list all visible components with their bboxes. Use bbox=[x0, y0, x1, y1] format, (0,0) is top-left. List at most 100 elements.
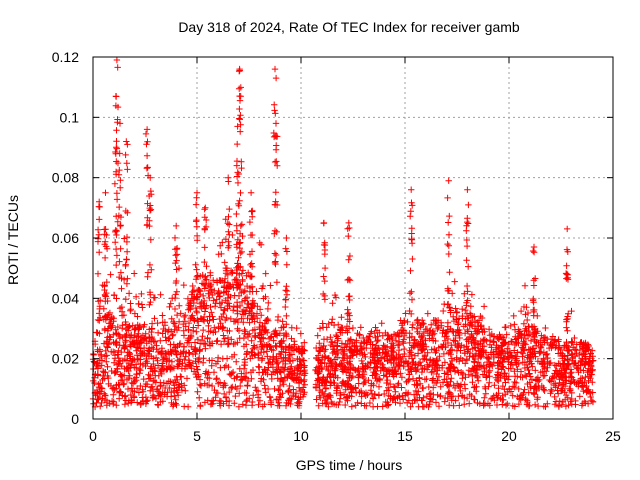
data-point bbox=[312, 366, 319, 374]
data-point bbox=[440, 350, 448, 358]
data-point bbox=[441, 370, 448, 377]
data-point bbox=[320, 220, 327, 227]
data-point bbox=[173, 326, 181, 334]
data-point bbox=[392, 388, 399, 395]
data-point bbox=[93, 389, 101, 397]
data-point bbox=[329, 343, 337, 350]
data-point bbox=[124, 365, 131, 372]
data-point bbox=[267, 343, 275, 351]
data-point bbox=[383, 401, 390, 409]
data-point bbox=[419, 385, 427, 392]
data-point bbox=[113, 127, 120, 134]
data-point bbox=[332, 331, 340, 339]
data-point bbox=[541, 372, 548, 379]
data-point bbox=[508, 338, 516, 346]
data-point bbox=[113, 138, 120, 145]
data-point bbox=[395, 380, 402, 387]
data-point bbox=[345, 256, 352, 263]
data-point bbox=[127, 361, 135, 368]
data-point bbox=[431, 379, 439, 387]
data-point bbox=[174, 389, 181, 396]
data-point bbox=[379, 345, 387, 352]
data-point bbox=[237, 189, 244, 197]
data-point bbox=[294, 367, 301, 374]
data-point bbox=[394, 394, 401, 402]
data-point bbox=[222, 270, 230, 277]
data-point bbox=[144, 273, 151, 280]
data-point bbox=[196, 394, 203, 401]
data-point bbox=[207, 269, 214, 276]
data-point bbox=[327, 393, 334, 401]
data-point bbox=[91, 374, 98, 381]
data-point bbox=[154, 362, 162, 369]
data-point bbox=[202, 281, 209, 289]
data-point bbox=[541, 365, 548, 372]
data-point bbox=[272, 110, 279, 117]
data-point bbox=[258, 312, 265, 319]
data-point bbox=[235, 282, 242, 289]
data-point bbox=[273, 279, 281, 286]
data-point bbox=[530, 282, 538, 289]
data-point bbox=[428, 321, 435, 328]
data-point bbox=[463, 257, 470, 264]
data-point bbox=[101, 326, 108, 334]
data-point bbox=[344, 225, 351, 232]
data-point bbox=[213, 375, 220, 382]
data-point bbox=[93, 329, 100, 336]
y-tick-label: 0.02 bbox=[52, 351, 79, 367]
data-point bbox=[465, 346, 472, 353]
data-point bbox=[360, 340, 368, 347]
data-point bbox=[171, 305, 179, 313]
data-point bbox=[173, 222, 180, 230]
data-point bbox=[404, 391, 412, 398]
data-point bbox=[148, 344, 156, 351]
data-point bbox=[445, 287, 453, 294]
data-point bbox=[528, 376, 536, 383]
data-point bbox=[445, 250, 452, 258]
data-point bbox=[238, 164, 245, 172]
data-point bbox=[445, 388, 452, 396]
data-point bbox=[501, 339, 508, 346]
data-point bbox=[344, 329, 351, 336]
data-point bbox=[275, 387, 282, 394]
data-point bbox=[200, 300, 207, 308]
data-point bbox=[272, 146, 280, 153]
data-point bbox=[408, 199, 415, 206]
data-point bbox=[515, 400, 523, 408]
data-point bbox=[143, 358, 150, 365]
data-point bbox=[232, 383, 239, 391]
data-point bbox=[474, 399, 481, 407]
data-point bbox=[422, 337, 429, 344]
data-point bbox=[408, 310, 415, 318]
data-point bbox=[113, 227, 120, 235]
data-point bbox=[408, 230, 415, 237]
data-point bbox=[115, 347, 122, 354]
data-point bbox=[330, 374, 337, 381]
data-point bbox=[201, 206, 208, 213]
data-point bbox=[141, 321, 148, 328]
data-point bbox=[251, 326, 259, 333]
data-point bbox=[349, 324, 357, 332]
data-point bbox=[162, 350, 169, 357]
data-point bbox=[517, 307, 525, 315]
data-point bbox=[207, 303, 214, 311]
data-point bbox=[589, 398, 597, 405]
data-point bbox=[447, 325, 454, 333]
data-point bbox=[143, 398, 150, 405]
data-point bbox=[234, 140, 241, 148]
data-point bbox=[95, 298, 102, 305]
data-point bbox=[354, 347, 361, 354]
data-point bbox=[211, 287, 218, 294]
data-point bbox=[197, 403, 204, 410]
data-point bbox=[215, 380, 222, 387]
data-point bbox=[249, 297, 256, 304]
data-point bbox=[103, 398, 111, 406]
data-point bbox=[154, 329, 162, 336]
data-point bbox=[240, 288, 247, 296]
data-point bbox=[514, 366, 521, 373]
data-point bbox=[342, 401, 349, 409]
data-point bbox=[143, 126, 151, 133]
data-point bbox=[112, 239, 119, 246]
data-point bbox=[420, 345, 427, 352]
data-point bbox=[551, 401, 559, 408]
